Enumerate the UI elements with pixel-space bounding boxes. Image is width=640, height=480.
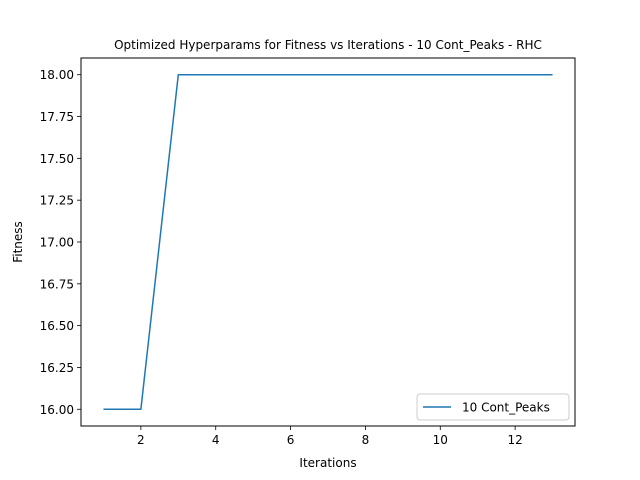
- y-tick-label: 18.00: [40, 68, 74, 82]
- x-tick-label: 8: [362, 433, 370, 447]
- y-tick-label: 17.50: [40, 152, 74, 166]
- legend: 10 Cont_Peaks: [416, 393, 570, 421]
- plot-area: [103, 73, 553, 411]
- y-tick-label: 16.75: [40, 277, 74, 291]
- y-tick-label: 17.25: [40, 194, 74, 208]
- y-tick-label: 17.00: [40, 236, 74, 250]
- x-tick-label: 4: [212, 433, 220, 447]
- legend-box: [416, 393, 570, 421]
- y-axis: 16.00 16.25 16.50 16.75 17.00 17.25 17.50 17.75…: [40, 68, 81, 417]
- x-tick-label: 2: [137, 433, 145, 447]
- x-tick-label: 6: [287, 433, 295, 447]
- y-tick-label: 16.25: [40, 361, 74, 375]
- x-tick-label: 10: [433, 433, 448, 447]
- legend-label: 10 Cont_Peaks: [462, 401, 550, 415]
- y-tick-label: 17.75: [40, 110, 74, 124]
- series-line-0: [103, 73, 553, 411]
- y-axis-label: Fitness: [11, 221, 25, 263]
- x-axis-label: Iterations: [299, 456, 356, 470]
- y-tick-label: 16.50: [40, 319, 74, 333]
- chart-title: Optimized Hyperparams for Fitness vs Ite…: [114, 38, 542, 52]
- x-tick-label: 12: [507, 433, 522, 447]
- x-axis: 2 4 6 8 10 12: [137, 426, 523, 447]
- y-tick-label: 16.00: [40, 403, 74, 417]
